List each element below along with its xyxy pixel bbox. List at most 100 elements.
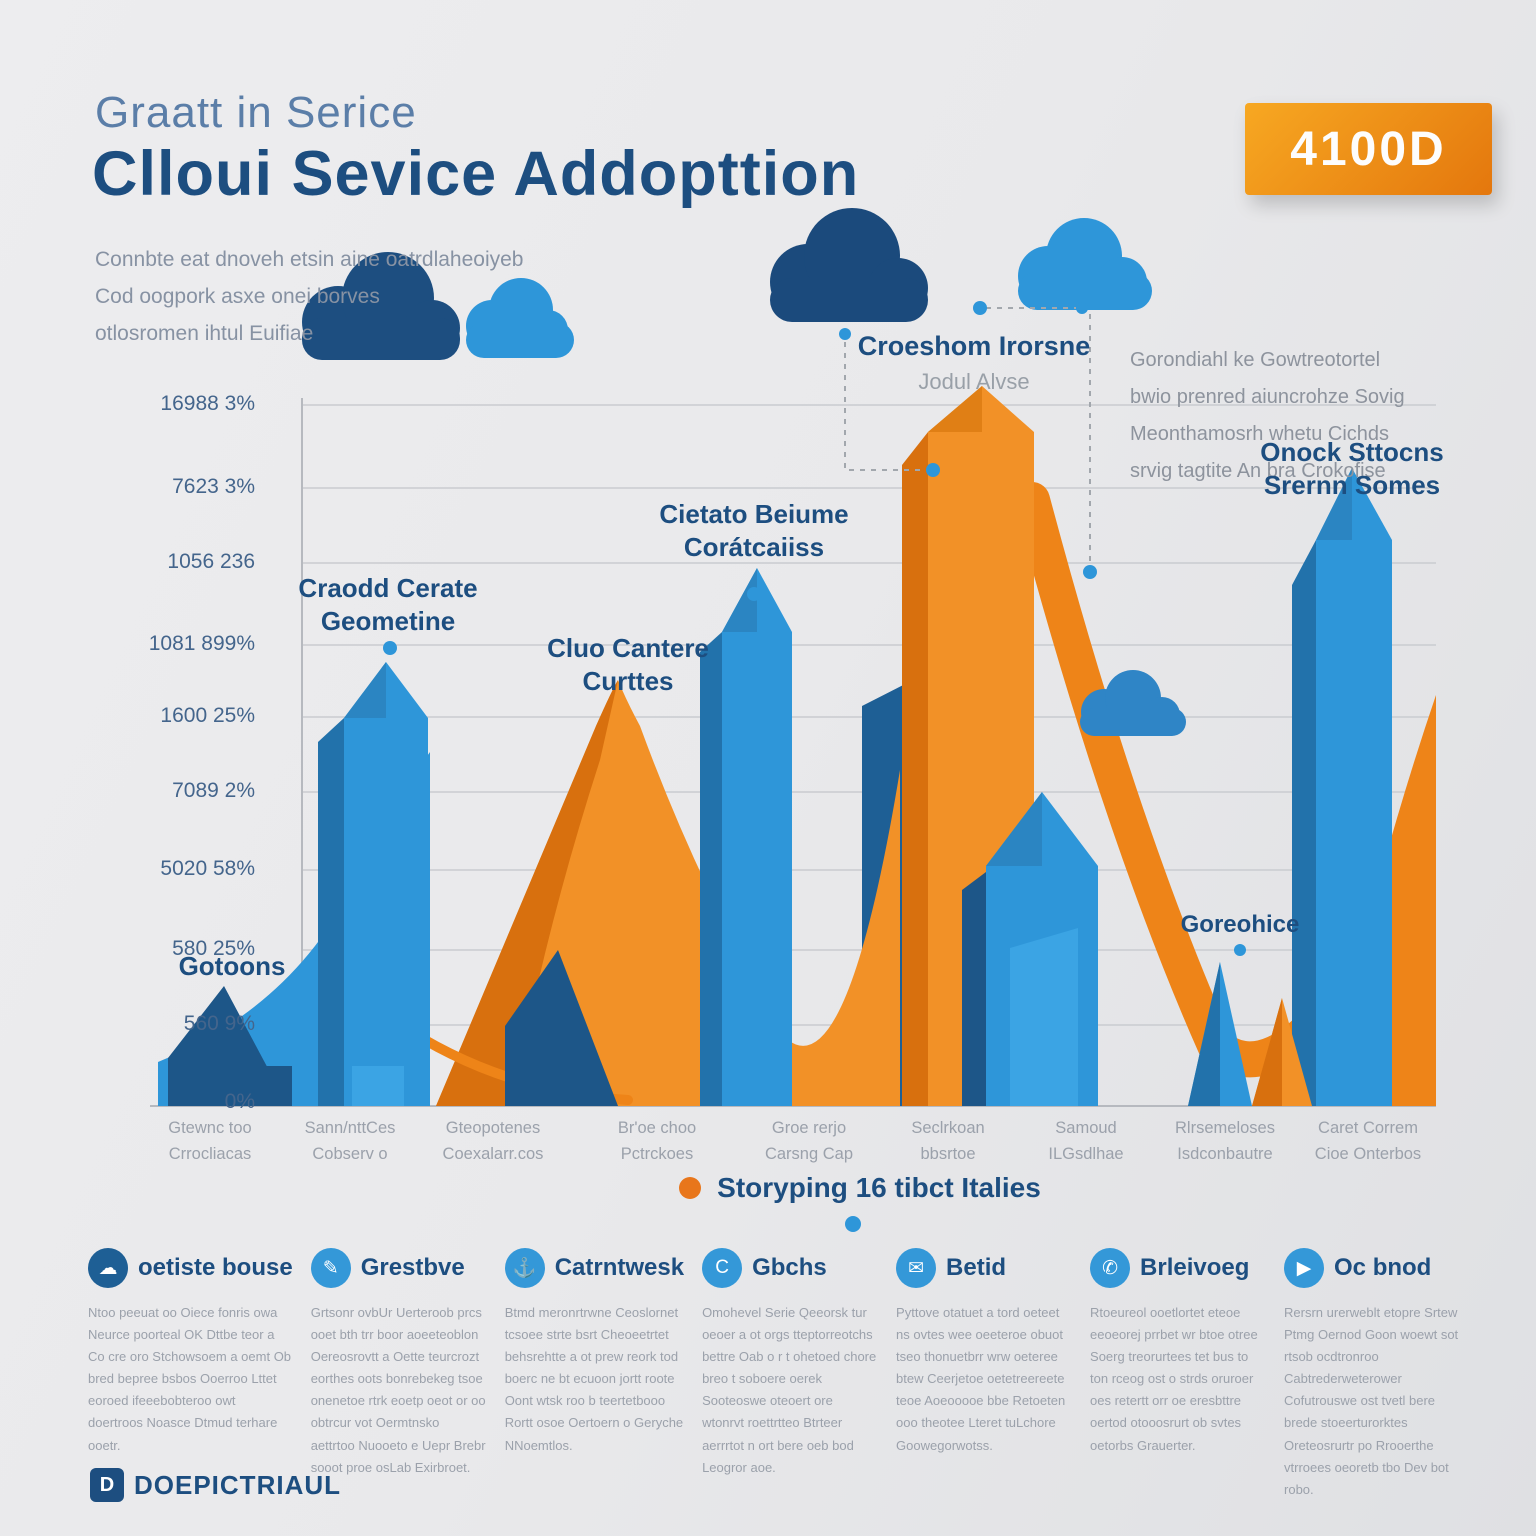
x-label-line: bbsrtoe [920,1144,976,1163]
column-header: ▶ Oc bnod [1284,1248,1460,1288]
feature-column: ⚓ Catrntwesk Btmd meronrtrwne Ceoslornet… [504,1248,685,1501]
annotation-line: Cietato Beiume [659,499,849,529]
feature-column: ✎ Grestbve Grtsonr ovbUr Uerteroob prcs … [310,1248,487,1501]
cloud-icon [770,208,928,322]
annotation-line: Corátcaiiss [683,531,825,562]
column-title: Oc bnod [1334,1254,1432,1281]
x-axis-label: Br'oe choo Pctrckoes [572,1116,742,1167]
column-header: ✎ Grestbve [310,1248,487,1288]
cloud-icon [1080,670,1186,736]
annotation-line: Geometine [320,605,456,636]
note-line: Meonthamosrh whetu Cichds [1130,423,1390,445]
annotation-croeshom: Croeshom Irorsne Jodul Alvse [842,330,1106,395]
annotation-goreohice: Goreohice [1180,911,1300,938]
cloud-icon: ☁ [88,1248,128,1288]
column-header: ☁ oetiste bouse [88,1248,293,1288]
letter-c-icon: C [702,1248,743,1288]
annotation-line: Curttes [582,665,674,696]
envelope-icon: ✉ [896,1248,937,1288]
bars [158,386,1436,1106]
cloud-icon [466,278,574,358]
cloud-icon [302,252,460,360]
connector-lines [844,307,1091,564]
legend-label: Storyping 16 tibct Italies [717,1172,1041,1203]
x-label-line: Samoud [1055,1119,1117,1137]
subtitle-line: Cod oogpork asxe onei borves [95,284,380,308]
column-body: Ntoo peeuat oo Oiece fonris owa Neurce p… [88,1305,292,1453]
x-label-line: Crrocliacas [168,1144,252,1163]
x-label-line: Rlrsemeloses [1175,1119,1275,1137]
page-overtitle: Graatt in Serice [95,88,417,137]
y-axis-label: 1600 25% [160,704,255,727]
column-body: Omohevel Serie Qeeorsk tur oeoer a ot or… [702,1305,877,1475]
column-header: ✉ Betid [896,1248,1072,1288]
stat-badge: 4100D [1245,103,1492,195]
y-axis-label: 7089 2% [172,779,255,802]
marker-dots [383,301,1246,1232]
column-body: Grtsonr ovbUr Uerteroob prcs ooet bth tr… [310,1305,486,1475]
pen-icon: ✎ [310,1248,351,1288]
feature-columns: ☁ oetiste bouse Ntoo peeuat oo Oiece fon… [88,1248,1460,1501]
annotation-line: Cluo Cantere [547,633,709,663]
column-body: Btmd meronrtrwne Ceoslornet tcsoee strte… [504,1305,684,1453]
y-axis-label: 0% [224,1090,255,1113]
note-line: bwio prenred aiuncrohze Sovig [1130,386,1405,408]
x-label-line: Cioe Onterbos [1314,1144,1422,1163]
x-axis-label: Rlrsemeloses Isdconbautre [1140,1116,1310,1167]
x-label-line: Seclrkoan [911,1119,985,1137]
anchor-icon: ⚓ [504,1248,545,1288]
column-header: ✆ Brleivoeg [1090,1248,1266,1288]
x-axis-label: Gteopotenes Coexalarr.cos [408,1116,578,1167]
cloud-icon [1018,218,1152,310]
logo-text: DOEPICTRIAUL [134,1469,341,1500]
x-label-line: Coexalarr.cos [442,1144,544,1163]
page-title: Clloui Sevice Addopttion [92,139,860,209]
play-icon: ▶ [1284,1248,1325,1288]
feature-column: C Gbchs Omohevel Serie Qeeorsk tur oeoer… [702,1248,878,1501]
x-label-line: Cobserv o [312,1144,388,1163]
column-title: Catrntwesk [554,1254,685,1281]
x-label-line: ILGsdlhae [1048,1144,1124,1163]
annotation-line: Srernn Somes [1263,469,1441,500]
column-body: Pyttove otatuet a tord oeteet ns ovtes w… [896,1305,1066,1453]
page-subtitle: Connbte eat dnoveh etsin aine oatrdlaheo… [95,242,655,352]
x-label-line: Pctrckoes [620,1144,694,1163]
column-header: C Gbchs [702,1248,878,1288]
note-line: Gorondiahl ke Gowtreotortel [1130,349,1381,371]
y-axis-label: 16988 3% [160,392,255,415]
feature-column: ✆ Brleivoeg Rtoeureol ooetlortet eteoe e… [1090,1248,1266,1501]
x-label-line: Br'oe choo [617,1119,697,1137]
annotation-onock: Onock Sttocns Srernn Somes [1252,436,1452,501]
y-axis-label: 1081 899% [148,632,255,655]
feature-column: ▶ Oc bnod Rersrn urerweblt etopre Srtew … [1284,1248,1460,1501]
column-body: Rersrn urerweblt etopre Srtew Ptmg Oerno… [1284,1305,1459,1497]
annotation-note: Gorondiahl ke Gowtreotortel bwio prenred… [1130,342,1430,490]
feature-column: ✉ Betid Pyttove otatuet a tord oeteet ns… [896,1248,1072,1501]
x-label-line: Isdconbautre [1177,1144,1273,1163]
column-title: Gbchs [752,1254,827,1281]
note-line: srvig tagtite An bra Crokofise [1130,460,1386,482]
brand-logo: D DOEPICTRIAUL [90,1468,341,1502]
x-axis-label: Seclrkoan bbsrtoe [863,1116,1033,1167]
x-label-line: Gtewnc too [168,1119,252,1137]
subtitle-line: otlosromen ihtul Euifiae [95,321,314,345]
column-title: Brleivoeg [1140,1254,1250,1281]
logo-mark-icon: D [90,1468,124,1502]
x-axis-label: Sann/nttCes Cobserv o [265,1116,435,1167]
x-axis-label: Groe rerjo Carsng Cap [724,1116,894,1167]
y-axis-label: 560 9% [183,1012,255,1035]
y-axis-label: 1056 236 [167,550,255,573]
column-title: Betid [946,1254,1007,1281]
column-title: oetiste bouse [138,1254,293,1281]
x-label-line: Caret Correm [1318,1119,1418,1137]
annotation-line: Onock Sttocns [1260,437,1444,467]
y-axis-label: 7623 3% [172,475,255,498]
y-axis-label: 580 25% [172,937,255,960]
x-label-line: Groe rerjo [771,1119,847,1137]
column-body: Rtoeureol ooetlortet eteoe eeoeorej prrb… [1090,1305,1258,1453]
phone-icon: ✆ [1090,1248,1131,1288]
x-axis-label: Gtewnc too Crrocliacas [125,1116,295,1167]
x-axis-label: Caret Correm Cioe Onterbos [1283,1116,1453,1167]
column-title: Grestbve [360,1254,465,1281]
